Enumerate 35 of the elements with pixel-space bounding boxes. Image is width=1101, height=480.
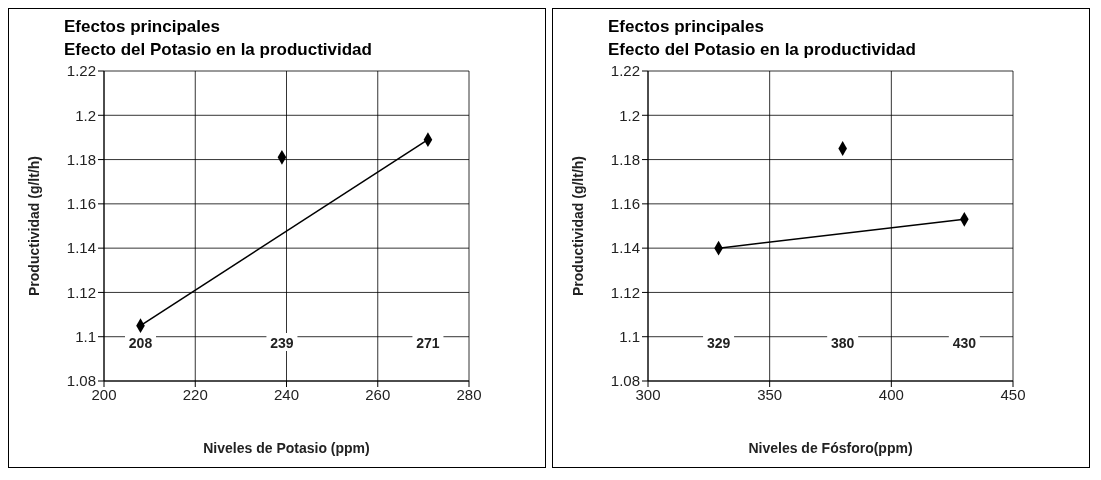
annotation: 239	[270, 335, 294, 351]
annotation: 271	[416, 335, 440, 351]
y-tick-label: 1.16	[66, 195, 96, 213]
y-tick-label: 1.1	[619, 328, 640, 346]
y-tick-label: 1.14	[610, 239, 640, 257]
y-axis-title: Productividad (g/lt/h)	[25, 156, 42, 296]
y-tick-label: 1.16	[610, 195, 640, 213]
chart-subtitle: Efecto del Potasio en la productividad	[608, 39, 917, 61]
x-axis-title: Niveles de Potasio (ppm)	[203, 440, 370, 456]
x-tick-label: 350	[757, 385, 783, 403]
y-tick-label: 1.18	[66, 150, 96, 168]
x-tick-label: 400	[878, 385, 904, 403]
x-tick-label: 240	[273, 385, 300, 403]
y-tick-label: 1.12	[66, 283, 96, 301]
y-tick-label: 1.22	[66, 62, 96, 80]
x-tick-label: 280	[456, 385, 482, 403]
annotation: 329	[706, 335, 731, 351]
y-tick-label: 1.2	[619, 106, 640, 124]
y-tick-label: 1.18	[610, 150, 640, 168]
y-tick-label: 1.22	[610, 62, 640, 80]
y-tick-label: 1.12	[610, 283, 640, 301]
x-axis-title: Niveles de Fósforo(ppm)	[748, 440, 913, 456]
chart-subtitle: Efecto del Potasio en la productividad	[64, 39, 373, 61]
y-axis-title: Productividad (g/lt/h)	[569, 156, 586, 296]
y-tick-label: 1.2	[75, 106, 96, 124]
x-tick-label: 220	[182, 385, 208, 403]
annotation: 430	[952, 335, 977, 351]
chart-title: Efectos principales	[64, 16, 221, 38]
x-tick-label: 450	[1000, 385, 1026, 403]
annotation: 208	[128, 335, 153, 351]
annotation: 380	[830, 335, 855, 351]
x-tick-label: 260	[365, 385, 391, 403]
y-tick-label: 1.14	[66, 239, 96, 257]
y-tick-label: 1.1	[75, 328, 96, 346]
chart-title: Efectos principales	[608, 16, 765, 38]
